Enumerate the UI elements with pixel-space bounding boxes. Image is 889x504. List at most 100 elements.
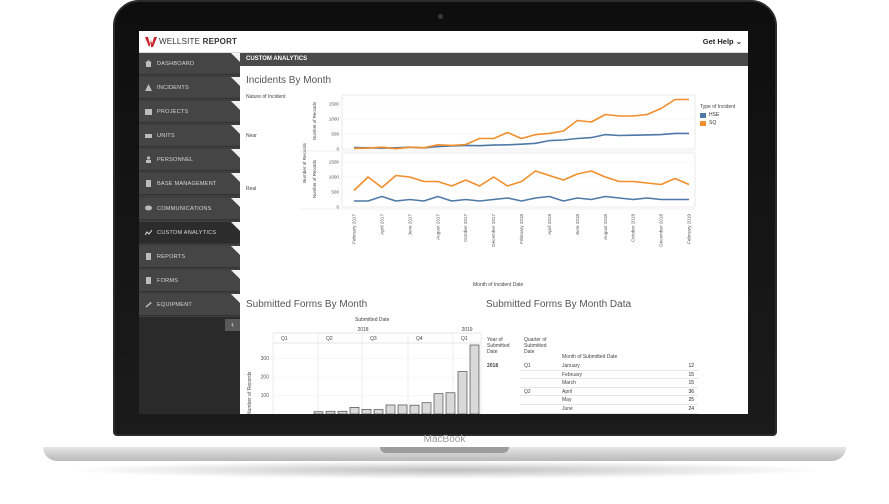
table-cell-value: 12 <box>688 363 694 369</box>
x-tick-label: December 2017 <box>491 214 496 247</box>
x-tick-label: April 2017 <box>379 214 384 235</box>
bar <box>361 409 372 414</box>
sidebar-item-corner <box>231 101 240 110</box>
screen: WELLSITE REPORT Get Help ⌄ DASHBOARD INCI… <box>139 31 748 414</box>
col-quarter-header: Quarter of Submitted Date <box>524 337 547 355</box>
quarter-header: Q1 <box>461 336 468 342</box>
sidebar-item-corner <box>231 173 240 182</box>
y-tick-label: 300 <box>261 356 270 362</box>
year-header: 2018 <box>357 327 368 333</box>
legend-label-sq: SQ <box>709 120 717 126</box>
sidebar-item-personnel[interactable]: PERSONNEL <box>139 149 240 171</box>
x-tick-label: February 2018 <box>519 214 524 244</box>
table-cell-month: June <box>562 406 573 412</box>
series-line-hse <box>354 195 689 202</box>
table-cell-value: 15 <box>688 371 694 378</box>
x-tick-label: December 2018 <box>659 214 664 247</box>
sidebar-item-label: EQUIPMENT <box>157 302 193 308</box>
camera <box>438 14 443 19</box>
forms-y-axis-title: Number of Records <box>247 371 253 414</box>
sidebar-item-equipment[interactable]: EQUIPMENT <box>139 294 240 316</box>
x-tick-label: October 2018 <box>631 214 636 242</box>
get-help-menu[interactable]: Get Help ⌄ <box>703 37 742 46</box>
sidebar-item-projects[interactable]: PROJECTS <box>139 101 240 123</box>
sidebar-item-corner <box>231 149 240 158</box>
y-tick-label: 0 <box>336 147 339 152</box>
incidents-row-header: Nature of Incident <box>246 94 286 100</box>
table-cell-month: January <box>562 363 580 369</box>
sidebar-item-corner <box>231 198 240 207</box>
form-icon <box>146 277 151 284</box>
sidebar-item-forms[interactable]: FORMS <box>139 270 240 292</box>
bar <box>349 407 360 414</box>
y-tick-label: 1500 <box>329 102 340 107</box>
sidebar-item-custom-analytics[interactable]: CUSTOM ANALYTICS <box>139 222 240 244</box>
chart-icon <box>145 229 152 236</box>
legend-swatch-hse <box>700 113 706 118</box>
sidebar-item-dashboard[interactable]: DASHBOARD <box>139 53 240 75</box>
table-cell-month: May <box>562 397 572 404</box>
y-tick-label: 100 <box>261 393 270 399</box>
app-title-plain: WELLSITE <box>159 37 201 46</box>
x-tick-label: February 2017 <box>352 214 357 244</box>
x-tick-label: October 2017 <box>463 214 468 242</box>
table-cell-value: 24 <box>688 406 694 412</box>
report-icon <box>146 253 151 260</box>
incidents-y-axis-title: Number of Records <box>302 142 307 183</box>
table-cell-value: 15 <box>688 380 694 387</box>
table-cell-quarter: Q1 <box>524 363 531 369</box>
table-year-value: 2018 <box>487 363 499 369</box>
section-title: CUSTOM ANALYTICS <box>246 56 308 62</box>
incidents-chart-title: Incidents By Month <box>246 75 332 86</box>
incidents-row-real: Real <box>246 186 257 192</box>
table-row: Q1 January 12 <box>520 362 698 371</box>
legend-title: Type of Incident <box>700 104 736 110</box>
sidebar-item-incidents[interactable]: INCIDENTS <box>139 77 240 99</box>
panel-frame <box>341 94 696 150</box>
table-cell-month: March <box>562 380 576 387</box>
sidebar-item-corner <box>231 294 240 303</box>
bar <box>469 344 480 414</box>
panel-y-axis-title: Number of Records <box>312 101 317 140</box>
incidents-row-near: Near <box>246 133 257 139</box>
col-month-header: Month of Submitted Date <box>562 354 618 360</box>
table-cell-value: 25 <box>688 397 694 404</box>
bar <box>445 392 456 414</box>
sidebar-item-label: PERSONNEL <box>157 157 194 163</box>
y-tick-label: 200 <box>261 375 270 381</box>
legend-label-hse: HSE <box>709 112 720 118</box>
sidebar-item-reports[interactable]: REPORTS <box>139 246 240 268</box>
sidebar-item-label: REPORTS <box>157 254 186 260</box>
legend-swatch-sq <box>700 121 706 126</box>
legend-item-hse[interactable]: HSE <box>700 112 748 120</box>
sidebar-item-units[interactable]: UNITS <box>139 125 240 147</box>
bar <box>313 411 324 414</box>
folder-icon <box>145 109 152 115</box>
bar <box>457 371 468 414</box>
sidebar-empty-area <box>139 317 240 414</box>
incidents-line-chart: Number of Records Number of Records 0 500 10… <box>300 94 696 247</box>
bar <box>397 404 408 414</box>
app-title: WELLSITE REPORT <box>159 37 237 46</box>
table-row: March 15 <box>520 379 698 388</box>
y-tick-label: 1000 <box>329 175 340 180</box>
y-tick-label: 500 <box>331 190 339 195</box>
sidebar-item-corner <box>231 77 240 86</box>
sidebar-item-communications[interactable]: COMMUNICATIONS <box>139 198 240 220</box>
quarter-header: Q2 <box>326 336 333 342</box>
legend-item-sq[interactable]: SQ <box>700 120 748 128</box>
panel-y-axis-title: Number of Records <box>312 159 317 198</box>
bar <box>433 393 444 414</box>
sidebar-item-base-management[interactable]: BASE MANAGEMENT <box>139 173 240 195</box>
app-header: WELLSITE REPORT Get Help ⌄ <box>139 31 748 53</box>
sidebar-item-label: DASHBOARD <box>157 61 195 67</box>
forms-table-title: Submitted Forms By Month Data <box>486 299 632 310</box>
get-help-label: Get Help <box>702 37 734 46</box>
warning-icon <box>145 84 152 91</box>
collapse-sidebar-button[interactable]: ‹ <box>225 319 240 331</box>
table-row: Q2 April 36 <box>520 388 698 397</box>
table-cell-value: 36 <box>688 388 694 395</box>
quarter-header: Q4 <box>416 336 423 342</box>
y-tick-label: 1500 <box>329 160 340 165</box>
table-row: February 15 <box>520 371 698 380</box>
